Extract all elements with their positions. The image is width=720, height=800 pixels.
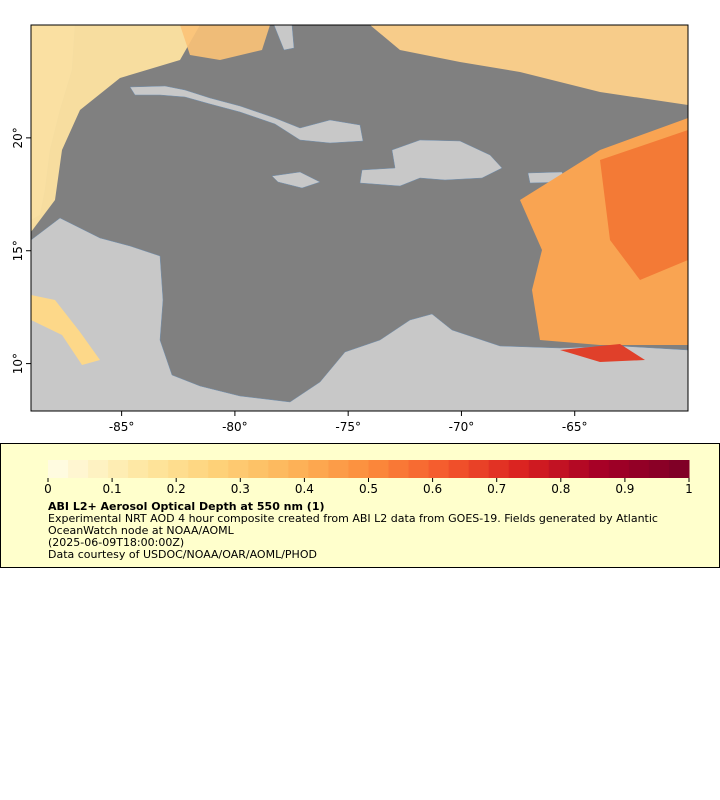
- colorbar-tick-label: 1: [685, 482, 693, 496]
- colorbar-segment: [228, 460, 249, 478]
- colorbar-segment: [268, 460, 289, 478]
- x-tick-label: -65°: [562, 420, 588, 434]
- x-tick-label: -80°: [222, 420, 248, 434]
- colorbar-segment: [68, 460, 89, 478]
- colorbar-segment: [168, 460, 189, 478]
- colorbar-segment: [148, 460, 169, 478]
- colorbar: 0 0.1 0.2 0.3 0.4 0.5 0.6 0.7 0.8 0.9 1: [44, 460, 693, 496]
- colorbar-tick-label: 0.1: [103, 482, 122, 496]
- colorbar-segment: [208, 460, 229, 478]
- colorbar-segment: [108, 460, 129, 478]
- legend-title: ABI L2+ Aerosol Optical Depth at 550 nm …: [48, 500, 325, 513]
- colorbar-tick-label: 0: [44, 482, 52, 496]
- colorbar-segment: [388, 460, 410, 478]
- colorbar-tick-label: 0.4: [295, 482, 314, 496]
- map-frame: [30, 24, 689, 412]
- legend: 0 0.1 0.2 0.3 0.4 0.5 0.6 0.7 0.8 0.9 1 ABI L2+ Ae…: [0, 443, 720, 568]
- colorbar-segment: [568, 460, 590, 478]
- colorbar-segment: [128, 460, 149, 478]
- y-tick-label: 20°: [11, 127, 25, 148]
- colorbar-segment: [288, 460, 309, 478]
- colorbar-segment: [448, 460, 470, 478]
- colorbar-tick-label: 0.7: [487, 482, 506, 496]
- colorbar-segment: [348, 460, 369, 478]
- colorbar-tick-label: 0.8: [551, 482, 570, 496]
- colorbar-tick-label: 0.3: [231, 482, 250, 496]
- colorbar-segment: [368, 460, 390, 478]
- colorbar-segment: [668, 460, 690, 478]
- legend-time: (2025-06-09T18:00:00Z): [48, 536, 185, 549]
- colorbar-segment: [508, 460, 530, 478]
- colorbar-segment: [488, 460, 510, 478]
- map-figure: -85° -80° -75° -70° -65° 10° 15° 20°: [11, 24, 689, 434]
- colorbar-segment: [188, 460, 209, 478]
- colorbar-segment: [628, 460, 650, 478]
- x-tick-label: -70°: [449, 420, 475, 434]
- colorbar-segment: [328, 460, 349, 478]
- colorbar-segment: [48, 460, 69, 478]
- colorbar-tick-label: 0.5: [359, 482, 378, 496]
- legend-description: Experimental NRT AOD 4 hour composite cr…: [48, 512, 658, 537]
- colorbar-segment: [528, 460, 550, 478]
- colorbar-segment: [308, 460, 329, 478]
- y-tick-label: 10°: [11, 353, 25, 374]
- x-tick-label: -85°: [109, 420, 135, 434]
- colorbar-segment: [88, 460, 109, 478]
- colorbar-segment: [588, 460, 610, 478]
- colorbar-tick-label: 0.6: [423, 482, 442, 496]
- colorbar-segment: [408, 460, 430, 478]
- colorbar-segment: [608, 460, 630, 478]
- colorbar-tick-label: 0.2: [167, 482, 186, 496]
- colorbar-segment: [248, 460, 269, 478]
- colorbar-segment: [428, 460, 450, 478]
- x-tick-label: -75°: [335, 420, 361, 434]
- legend-credit: Data courtesy of USDOC/NOAA/OAR/AOML/PHO…: [48, 548, 317, 561]
- colorbar-segment: [648, 460, 670, 478]
- colorbar-segment: [548, 460, 570, 478]
- colorbar-segment: [468, 460, 490, 478]
- colorbar-tick-label: 0.9: [615, 482, 634, 496]
- y-tick-label: 15°: [11, 240, 25, 261]
- aerosol-overlay: [31, 25, 688, 365]
